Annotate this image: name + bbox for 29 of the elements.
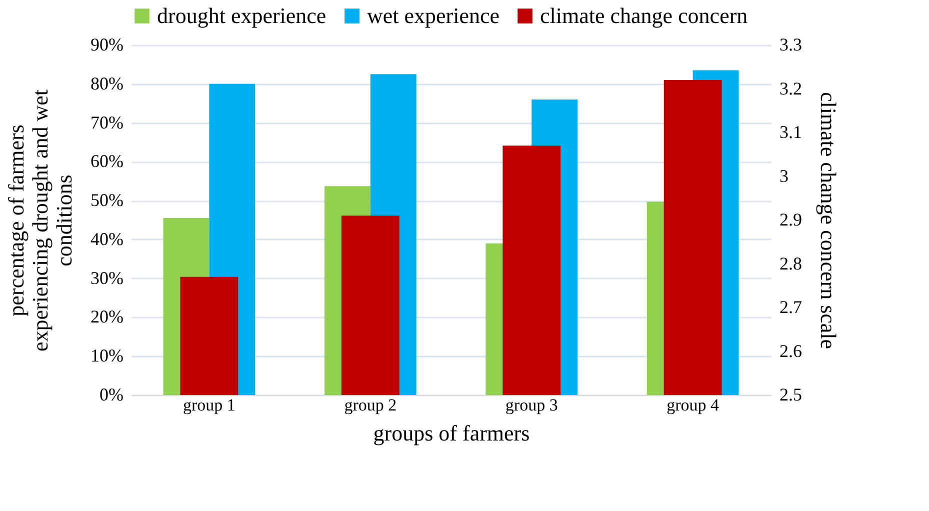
legend-label: drought experience bbox=[157, 3, 326, 28]
y-axis-title: percentage of farmers experiencing drought and wet conditions bbox=[4, 89, 77, 352]
y-tick-label: 10% bbox=[90, 346, 124, 366]
y-tick-label: 60% bbox=[90, 151, 124, 172]
y-tick-label: 0% bbox=[100, 384, 124, 404]
y-tick-label: 30% bbox=[90, 268, 124, 288]
legend-label: wet experience bbox=[367, 3, 500, 28]
x-tick-label: group 4 bbox=[666, 396, 720, 414]
y-tick-label: 80% bbox=[90, 73, 124, 94]
y2-tick-label: 2.8 bbox=[780, 253, 802, 274]
y-tick-label: 40% bbox=[90, 228, 124, 249]
y-tick-label: 70% bbox=[90, 112, 124, 132]
y2-tick-label: 2.5 bbox=[780, 384, 802, 404]
y2-tick-label: 3.2 bbox=[780, 78, 802, 98]
y2-axis-title: climate change concern scale bbox=[816, 92, 841, 350]
x-axis-title: groups of farmers bbox=[373, 420, 530, 446]
legend-label: climate change concern bbox=[540, 3, 748, 28]
y2-tick-label: 3.1 bbox=[780, 122, 802, 142]
y-tick-label: 90% bbox=[90, 34, 124, 54]
y2-tick-label: 2.7 bbox=[780, 297, 802, 317]
x-tick-label: group 3 bbox=[505, 396, 558, 414]
y-tick-label: 50% bbox=[90, 190, 124, 210]
y2-tick-label: 3 bbox=[780, 166, 788, 186]
y2-tick-label: 3.3 bbox=[780, 34, 802, 54]
x-tick-label: group 1 bbox=[182, 396, 236, 414]
y-tick-label: 20% bbox=[90, 306, 124, 327]
x-tick-label: group 2 bbox=[344, 396, 397, 414]
y2-tick-label: 2.9 bbox=[780, 210, 802, 230]
y2-tick-label: 2.6 bbox=[780, 340, 802, 361]
